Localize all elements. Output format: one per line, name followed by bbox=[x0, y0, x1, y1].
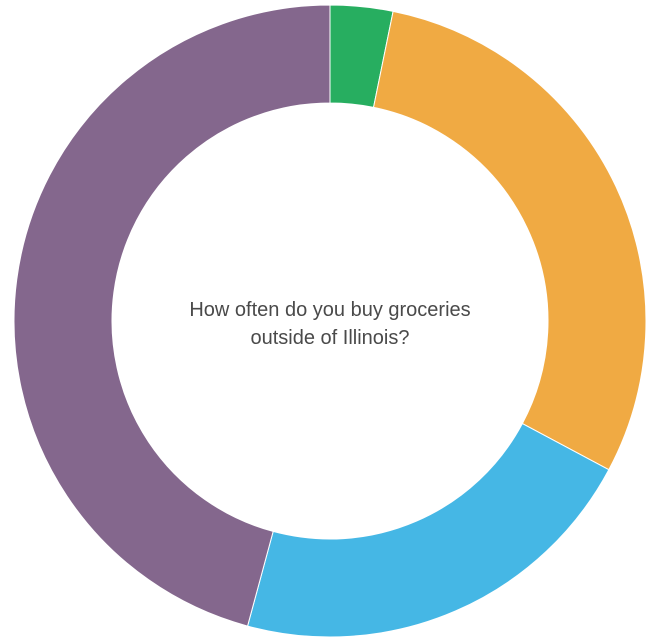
chart-title-line-2: outside of Illinois? bbox=[250, 327, 410, 349]
chart-title-line-1: How often do you buy groceries bbox=[189, 299, 471, 321]
donut-slice-2[interactable] bbox=[372, 10, 647, 471]
donut-slice-3[interactable] bbox=[246, 422, 610, 638]
donut-slice-4[interactable] bbox=[13, 4, 331, 627]
chart-title: How often do you buy groceries outside o… bbox=[165, 296, 495, 352]
